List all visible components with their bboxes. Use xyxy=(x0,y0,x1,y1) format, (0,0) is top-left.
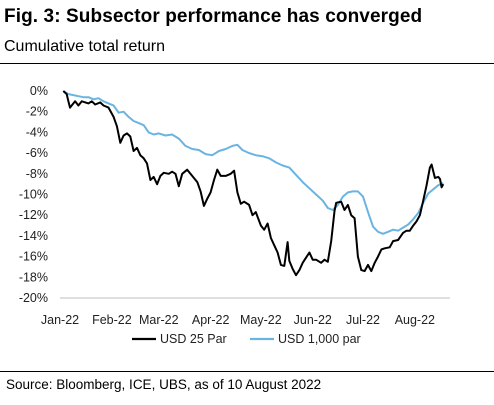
y-tick-label: -8% xyxy=(26,167,48,181)
line-chart: 0% -2% -4% -6% -8% -10% -12% -14% -16% -18% -20% J… xyxy=(19,84,450,346)
x-tick-label: Aug-22 xyxy=(395,313,435,327)
x-tick-label: Feb-22 xyxy=(92,313,132,327)
bottom-divider xyxy=(0,371,494,372)
y-tick-label: -6% xyxy=(26,146,48,160)
top-divider xyxy=(0,63,494,64)
y-tick-label: -20% xyxy=(19,291,48,305)
series-lines xyxy=(62,90,445,277)
series-line-usd-25-par xyxy=(62,90,445,277)
x-tick-label: Jul-22 xyxy=(346,313,380,327)
x-tick-label: May-22 xyxy=(240,313,282,327)
source-note: Source: Bloomberg, ICE, UBS, as of 10 Au… xyxy=(6,377,322,392)
chart-subtitle: Cumulative total return xyxy=(4,38,165,55)
y-axis-ticks: 0% -2% -4% -6% -8% -10% -12% -14% -16% -18% -20% xyxy=(19,84,48,305)
y-tick-label: -4% xyxy=(26,125,48,139)
x-tick-label: Jun-22 xyxy=(294,313,332,327)
x-axis-ticks: Jan-22 Feb-22 Mar-22 Apr-22 May-22 Jun-22 Jul-… xyxy=(41,313,435,327)
series-line-usd-1-000-par xyxy=(62,90,444,235)
x-tick-label: Jan-22 xyxy=(41,313,79,327)
legend-label: USD 1,000 par xyxy=(278,332,361,346)
y-tick-label: -16% xyxy=(19,250,48,264)
chart-legend: USD 25 Par USD 1,000 par xyxy=(132,332,361,346)
y-tick-label: -12% xyxy=(19,208,48,222)
y-tick-label: -2% xyxy=(26,105,48,119)
x-tick-label: Mar-22 xyxy=(139,313,179,327)
legend-label: USD 25 Par xyxy=(160,332,227,346)
x-tick-label: Apr-22 xyxy=(192,313,230,327)
chart-title: Fig. 3: Subsector performance has conver… xyxy=(4,6,423,27)
y-tick-label: -18% xyxy=(19,270,48,284)
y-tick-label: -14% xyxy=(19,229,48,243)
y-tick-label: -10% xyxy=(19,188,48,202)
y-tick-label: 0% xyxy=(30,84,48,98)
